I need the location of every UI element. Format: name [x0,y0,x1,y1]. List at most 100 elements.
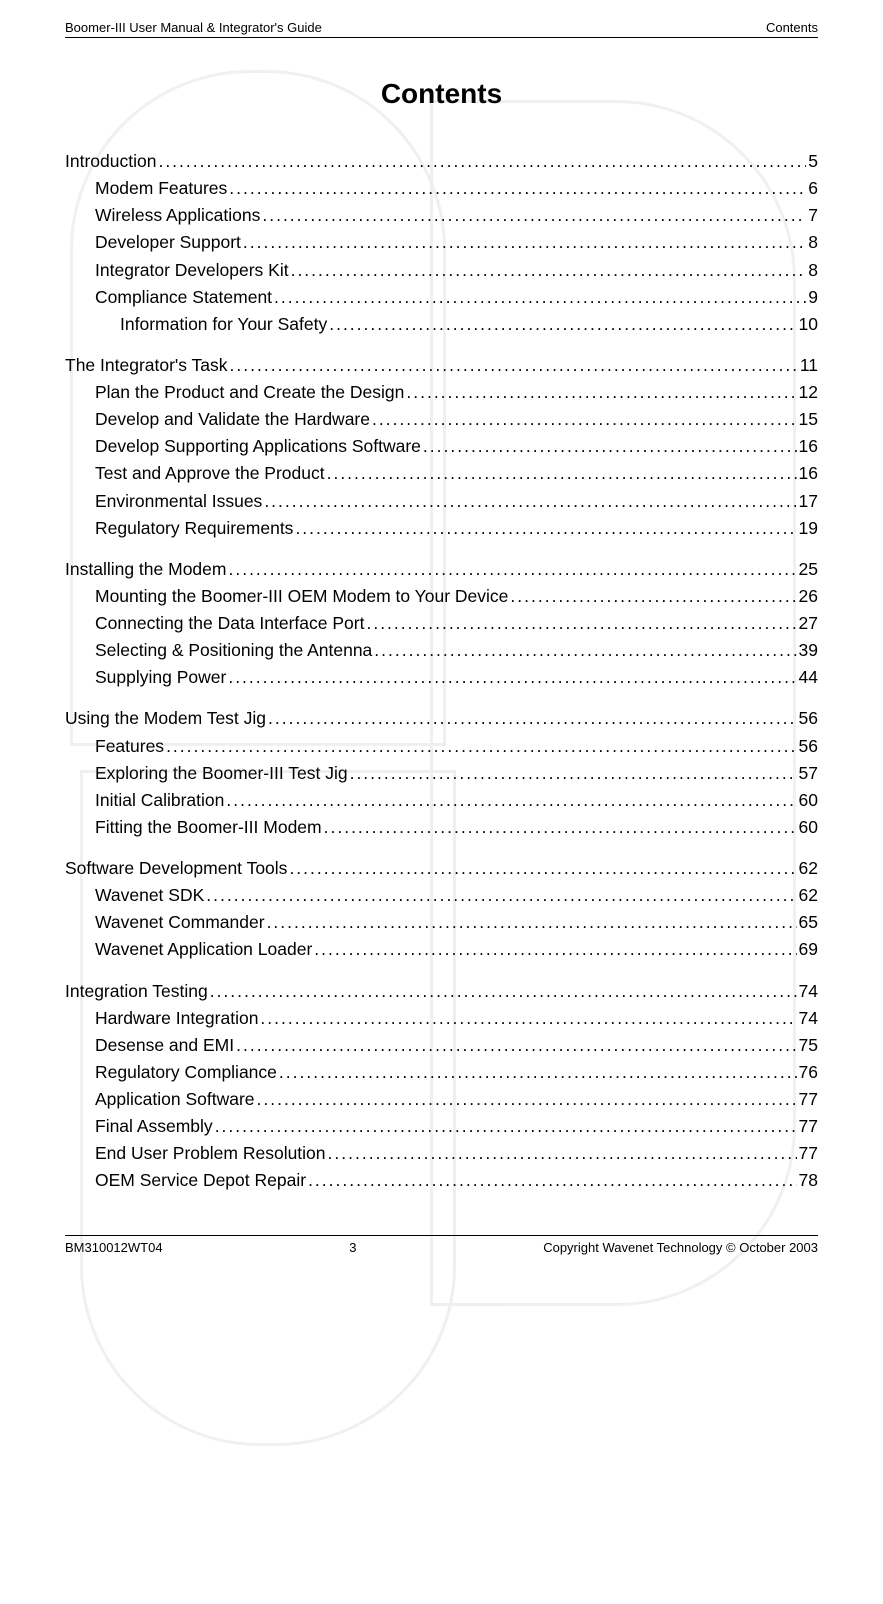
toc-dot-leader [291,257,807,284]
toc-entry: Wavenet Application Loader69 [65,936,818,963]
toc-page-number: 16 [799,460,818,487]
toc-label: Test and Approve the Product [95,460,325,487]
toc-dot-leader [327,460,797,487]
toc-page-number: 7 [808,202,818,229]
toc-dot-leader [166,733,796,760]
toc-page-number: 60 [799,787,818,814]
toc-label: Develop Supporting Applications Software [95,433,421,460]
toc-dot-leader [215,1113,797,1140]
toc-entry: Develop Supporting Applications Software… [65,433,818,460]
toc-page-number: 77 [799,1140,818,1167]
toc-dot-leader [374,637,796,664]
toc-label: Regulatory Compliance [95,1059,277,1086]
toc-entry: Regulatory Compliance 76 [65,1059,818,1086]
toc-page-number: 26 [799,583,818,610]
toc-entry: Information for Your Safety 10 [65,311,818,338]
header-right: Contents [766,20,818,35]
toc-page-number: 44 [799,664,818,691]
toc-label: Supplying Power [95,664,226,691]
table-of-contents: Introduction5Modem Features6Wireless App… [65,148,818,1195]
toc-page-number: 77 [799,1113,818,1140]
toc-entry: Test and Approve the Product 16 [65,460,818,487]
toc-page-number: 27 [799,610,818,637]
toc-entry: Wireless Applications 7 [65,202,818,229]
toc-label: Develop and Validate the Hardware [95,406,370,433]
toc-entry: Features 56 [65,733,818,760]
toc-dot-leader [328,1140,797,1167]
toc-entry: Fitting the Boomer-III Modem60 [65,814,818,841]
toc-label: Modem Features [95,175,227,202]
toc-dot-leader [366,610,796,637]
toc-entry: Exploring the Boomer-III Test Jig57 [65,760,818,787]
toc-entry: Compliance Statement 9 [65,284,818,311]
toc-entry: Introduction5 [65,148,818,175]
toc-label: Regulatory Requirements [95,515,293,542]
toc-page-number: 11 [800,352,818,379]
page-title: Contents [65,78,818,110]
toc-dot-leader [423,433,797,460]
toc-page-number: 57 [799,760,818,787]
toc-dot-leader [230,352,798,379]
toc-dot-leader [308,1167,796,1194]
toc-label: Developer Support [95,229,241,256]
toc-label: OEM Service Depot Repair [95,1167,306,1194]
toc-label: Integrator Developers Kit [95,257,289,284]
toc-entry: Integrator Developers Kit8 [65,257,818,284]
toc-label: Hardware Integration [95,1005,258,1032]
toc-dot-leader [228,664,796,691]
toc-label: Software Development Tools [65,855,287,882]
toc-label: End User Problem Resolution [95,1140,326,1167]
toc-dot-leader [267,909,797,936]
toc-dot-leader [406,379,796,406]
toc-label: Fitting the Boomer-III Modem [95,814,322,841]
toc-label: Installing the Modem [65,556,226,583]
toc-entry: Using the Modem Test Jig56 [65,705,818,732]
toc-entry: Selecting & Positioning the Antenna39 [65,637,818,664]
toc-entry: Initial Calibration 60 [65,787,818,814]
toc-page-number: 76 [799,1059,818,1086]
toc-label: Wavenet Commander [95,909,265,936]
toc-dot-leader [264,488,796,515]
toc-entry: Environmental Issues17 [65,488,818,515]
toc-label: Features [95,733,164,760]
toc-entry: Plan the Product and Create the Design12 [65,379,818,406]
toc-label: Application Software [95,1086,255,1113]
toc-entry: End User Problem Resolution 77 [65,1140,818,1167]
toc-dot-leader [295,515,796,542]
toc-page-number: 8 [808,229,818,256]
footer-right: Copyright Wavenet Technology © October 2… [543,1240,818,1255]
toc-page-number: 19 [799,515,818,542]
footer-page-number: 3 [349,1240,356,1255]
toc-label: Wavenet Application Loader [95,936,312,963]
toc-dot-leader [372,406,797,433]
toc-page-number: 10 [799,311,818,338]
toc-page-number: 74 [799,978,818,1005]
toc-entry: Developer Support 8 [65,229,818,256]
toc-page-number: 17 [799,488,818,515]
toc-label: Mounting the Boomer-III OEM Modem to You… [95,583,508,610]
toc-page-number: 75 [799,1032,818,1059]
toc-dot-leader [210,978,797,1005]
toc-label: The Integrator's Task [65,352,228,379]
toc-entry: Regulatory Requirements 19 [65,515,818,542]
toc-label: Information for Your Safety [120,311,327,338]
toc-dot-leader [350,760,797,787]
toc-entry: Supplying Power 44 [65,664,818,691]
toc-label: Wireless Applications [95,202,260,229]
toc-label: Compliance Statement [95,284,272,311]
toc-page-number: 62 [799,882,818,909]
toc-label: Plan the Product and Create the Design [95,379,404,406]
toc-dot-leader [226,787,796,814]
toc-entry: Hardware Integration74 [65,1005,818,1032]
toc-entry: Mounting the Boomer-III OEM Modem to You… [65,583,818,610]
toc-entry: OEM Service Depot Repair78 [65,1167,818,1194]
toc-page-number: 16 [799,433,818,460]
toc-entry: Integration Testing74 [65,978,818,1005]
toc-dot-leader [243,229,806,256]
toc-label: Initial Calibration [95,787,224,814]
toc-label: Selecting & Positioning the Antenna [95,637,372,664]
toc-entry: Application Software77 [65,1086,818,1113]
toc-label: Introduction [65,148,156,175]
toc-page-number: 56 [799,733,818,760]
toc-page-number: 9 [808,284,818,311]
